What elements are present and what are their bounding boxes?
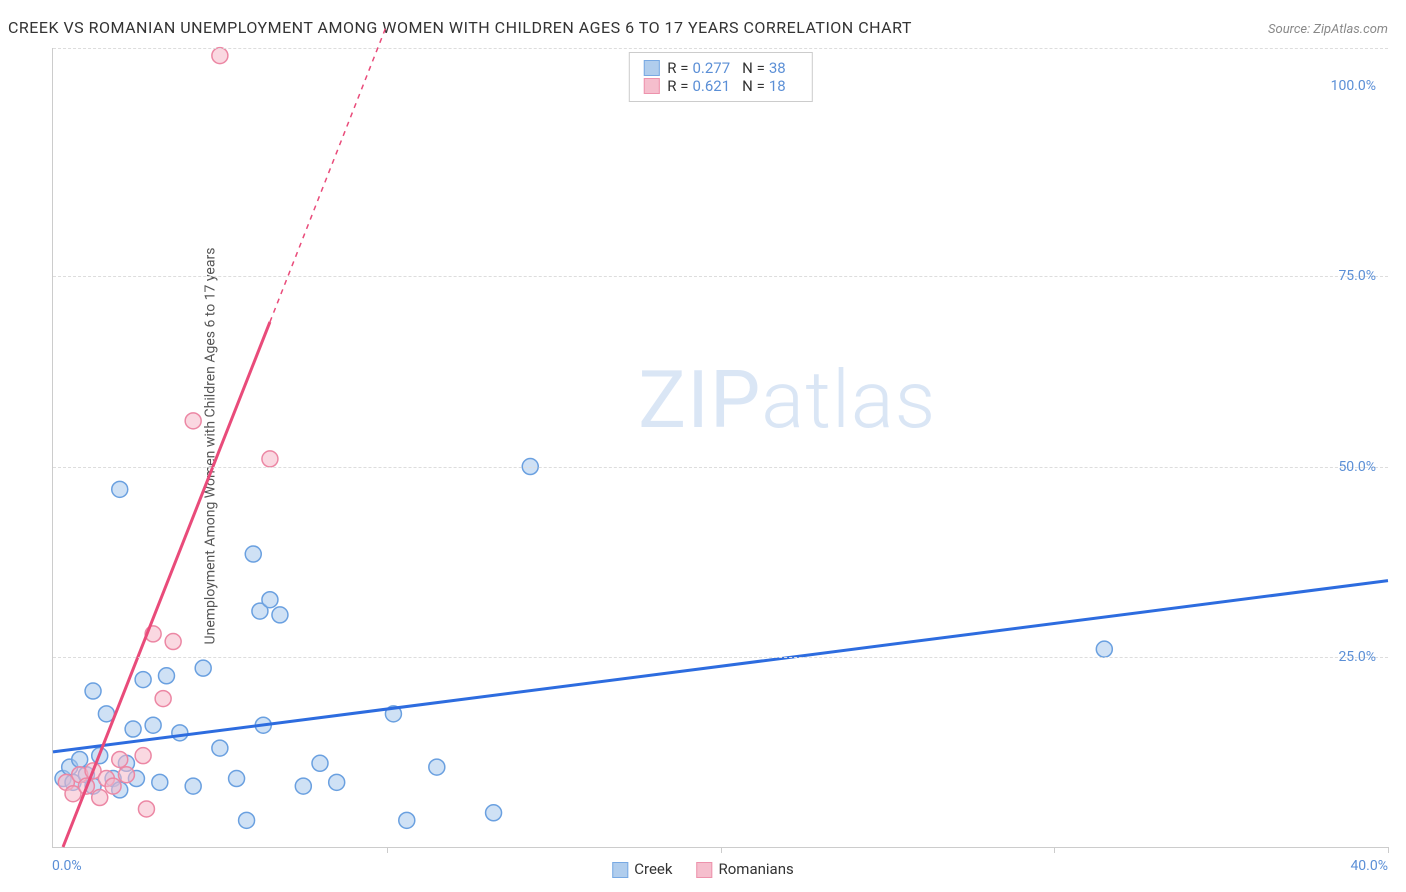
data-point [135, 748, 151, 764]
data-point [245, 546, 261, 562]
scatter-svg [53, 48, 1388, 847]
plot-area: R =0.277N =38R =0.621N =18 ZIPatlas 25.0… [52, 48, 1388, 848]
data-point [138, 801, 154, 817]
legend-swatch-icon [643, 78, 659, 94]
data-point [212, 48, 228, 64]
x-max-label: 40.0% [1350, 858, 1388, 874]
y-tick-label: 50.0% [1338, 459, 1376, 475]
gridline [53, 276, 1388, 277]
legend-swatch-icon [643, 60, 659, 76]
legend-row: R =0.277N =38 [643, 59, 797, 77]
x-tick [387, 847, 388, 853]
x-tick [1054, 847, 1055, 853]
data-point [172, 725, 188, 741]
y-tick-label: 25.0% [1338, 649, 1376, 665]
data-point [158, 668, 174, 684]
data-point [112, 751, 128, 767]
legend-item-label: Creek [634, 860, 672, 878]
data-point [155, 691, 171, 707]
data-point [165, 634, 181, 650]
data-point [195, 660, 211, 676]
y-tick-label: 75.0% [1338, 268, 1376, 284]
data-point [272, 607, 288, 623]
trend-line [63, 322, 270, 847]
data-point [229, 771, 245, 787]
data-point [125, 721, 141, 737]
data-point [152, 774, 168, 790]
x-origin-label: 0.0% [52, 858, 82, 874]
legend-row: R =0.621N =18 [643, 77, 797, 95]
data-point [185, 778, 201, 794]
data-point [312, 755, 328, 771]
data-point [262, 451, 278, 467]
gridline [53, 48, 1388, 49]
data-point [239, 812, 255, 828]
data-point [135, 672, 151, 688]
legend-item: Creek [612, 860, 672, 878]
legend-swatch-icon [612, 862, 628, 878]
x-tick [721, 847, 722, 853]
data-point [85, 683, 101, 699]
legend-swatch-icon [696, 862, 712, 878]
y-tick-label: 100.0% [1331, 78, 1376, 94]
legend-item: Romanians [696, 860, 793, 878]
data-point [429, 759, 445, 775]
data-point [1096, 641, 1112, 657]
source-label: Source: ZipAtlas.com [1268, 22, 1388, 37]
gridline [53, 467, 1388, 468]
data-point [212, 740, 228, 756]
data-point [112, 481, 128, 497]
data-point [105, 778, 121, 794]
legend-series: Creek Romanians [612, 860, 793, 878]
data-point [329, 774, 345, 790]
x-tick [1388, 847, 1389, 853]
data-point [185, 413, 201, 429]
data-point [399, 812, 415, 828]
trend-line-extrapolated [270, 25, 387, 322]
legend-item-label: Romanians [718, 860, 793, 878]
data-point [118, 767, 134, 783]
data-point [262, 592, 278, 608]
data-point [72, 751, 88, 767]
data-point [486, 805, 502, 821]
data-point [92, 790, 108, 806]
data-point [145, 717, 161, 733]
gridline [53, 657, 1388, 658]
legend-correlation-box: R =0.277N =38R =0.621N =18 [628, 52, 812, 102]
chart-title: CREEK VS ROMANIAN UNEMPLOYMENT AMONG WOM… [8, 18, 912, 37]
data-point [295, 778, 311, 794]
